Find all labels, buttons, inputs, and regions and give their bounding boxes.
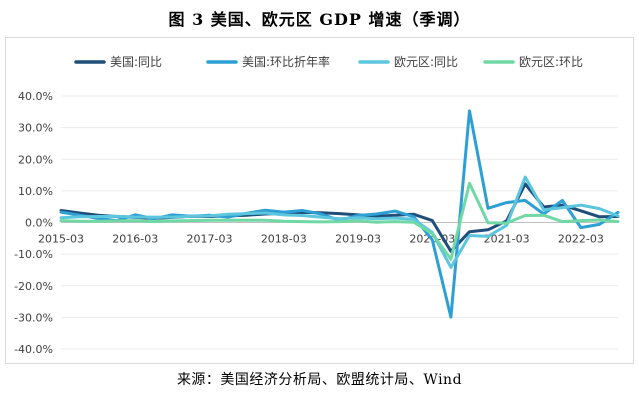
- y-tick-label: -30.0%: [14, 311, 53, 324]
- y-tick-label: 10.0%: [18, 185, 53, 198]
- x-tick-label: 2021-03: [484, 233, 530, 246]
- x-tick-label: 2015-03: [38, 233, 84, 246]
- y-axis: 40.0% 30.0% 20.0% 10.0% 0.0% -10.0% -20.0% -30.…: [14, 90, 618, 356]
- x-axis: 2015-03 2016-03 2017-03 2018-03 2019-03 2020-…: [38, 233, 604, 246]
- line-chart: 美国:同比 美国:环比折年率 欧元区:同比 欧元区:环比 40.0% 30.0% 20.0…: [14, 54, 620, 356]
- x-tick-label: 2016-03: [112, 233, 158, 246]
- y-tick-label: -20.0%: [14, 280, 53, 293]
- y-tick-label: -10.0%: [14, 248, 53, 261]
- series-lines: [59, 109, 620, 319]
- legend-label-2: 美国:环比折年率: [242, 54, 330, 69]
- series-line-3: [59, 175, 620, 269]
- y-tick-label: 30.0%: [18, 122, 53, 135]
- y-tick-label: -40.0%: [14, 343, 53, 356]
- series-line-4: [59, 181, 620, 261]
- y-tick-label: 20.0%: [18, 153, 53, 166]
- legend-label-4: 欧元区:环比: [519, 55, 583, 69]
- source-note: 来源：美国经济分析局、欧盟统计局、Wind: [176, 372, 463, 388]
- chart-title: 图 3 美国、欧元区 GDP 增速（季调）: [168, 10, 471, 29]
- chart-area: 美国:同比 美国:环比折年率 欧元区:同比 欧元区:环比 40.0% 30.0% 20.0…: [5, 37, 634, 364]
- y-tick-label: 0.0%: [25, 217, 53, 230]
- legend-label-3: 欧元区:同比: [394, 55, 458, 69]
- x-tick-label: 2018-03: [261, 233, 307, 246]
- x-tick-label: 2019-03: [335, 233, 381, 246]
- legend-label-1: 美国:同比: [110, 55, 162, 69]
- x-tick-label: 2017-03: [187, 233, 233, 246]
- y-tick-label: 40.0%: [18, 90, 53, 103]
- x-tick-label: 2022-03: [558, 233, 604, 246]
- chart-legend: 美国:同比 美国:环比折年率 欧元区:同比 欧元区:环比: [74, 54, 583, 69]
